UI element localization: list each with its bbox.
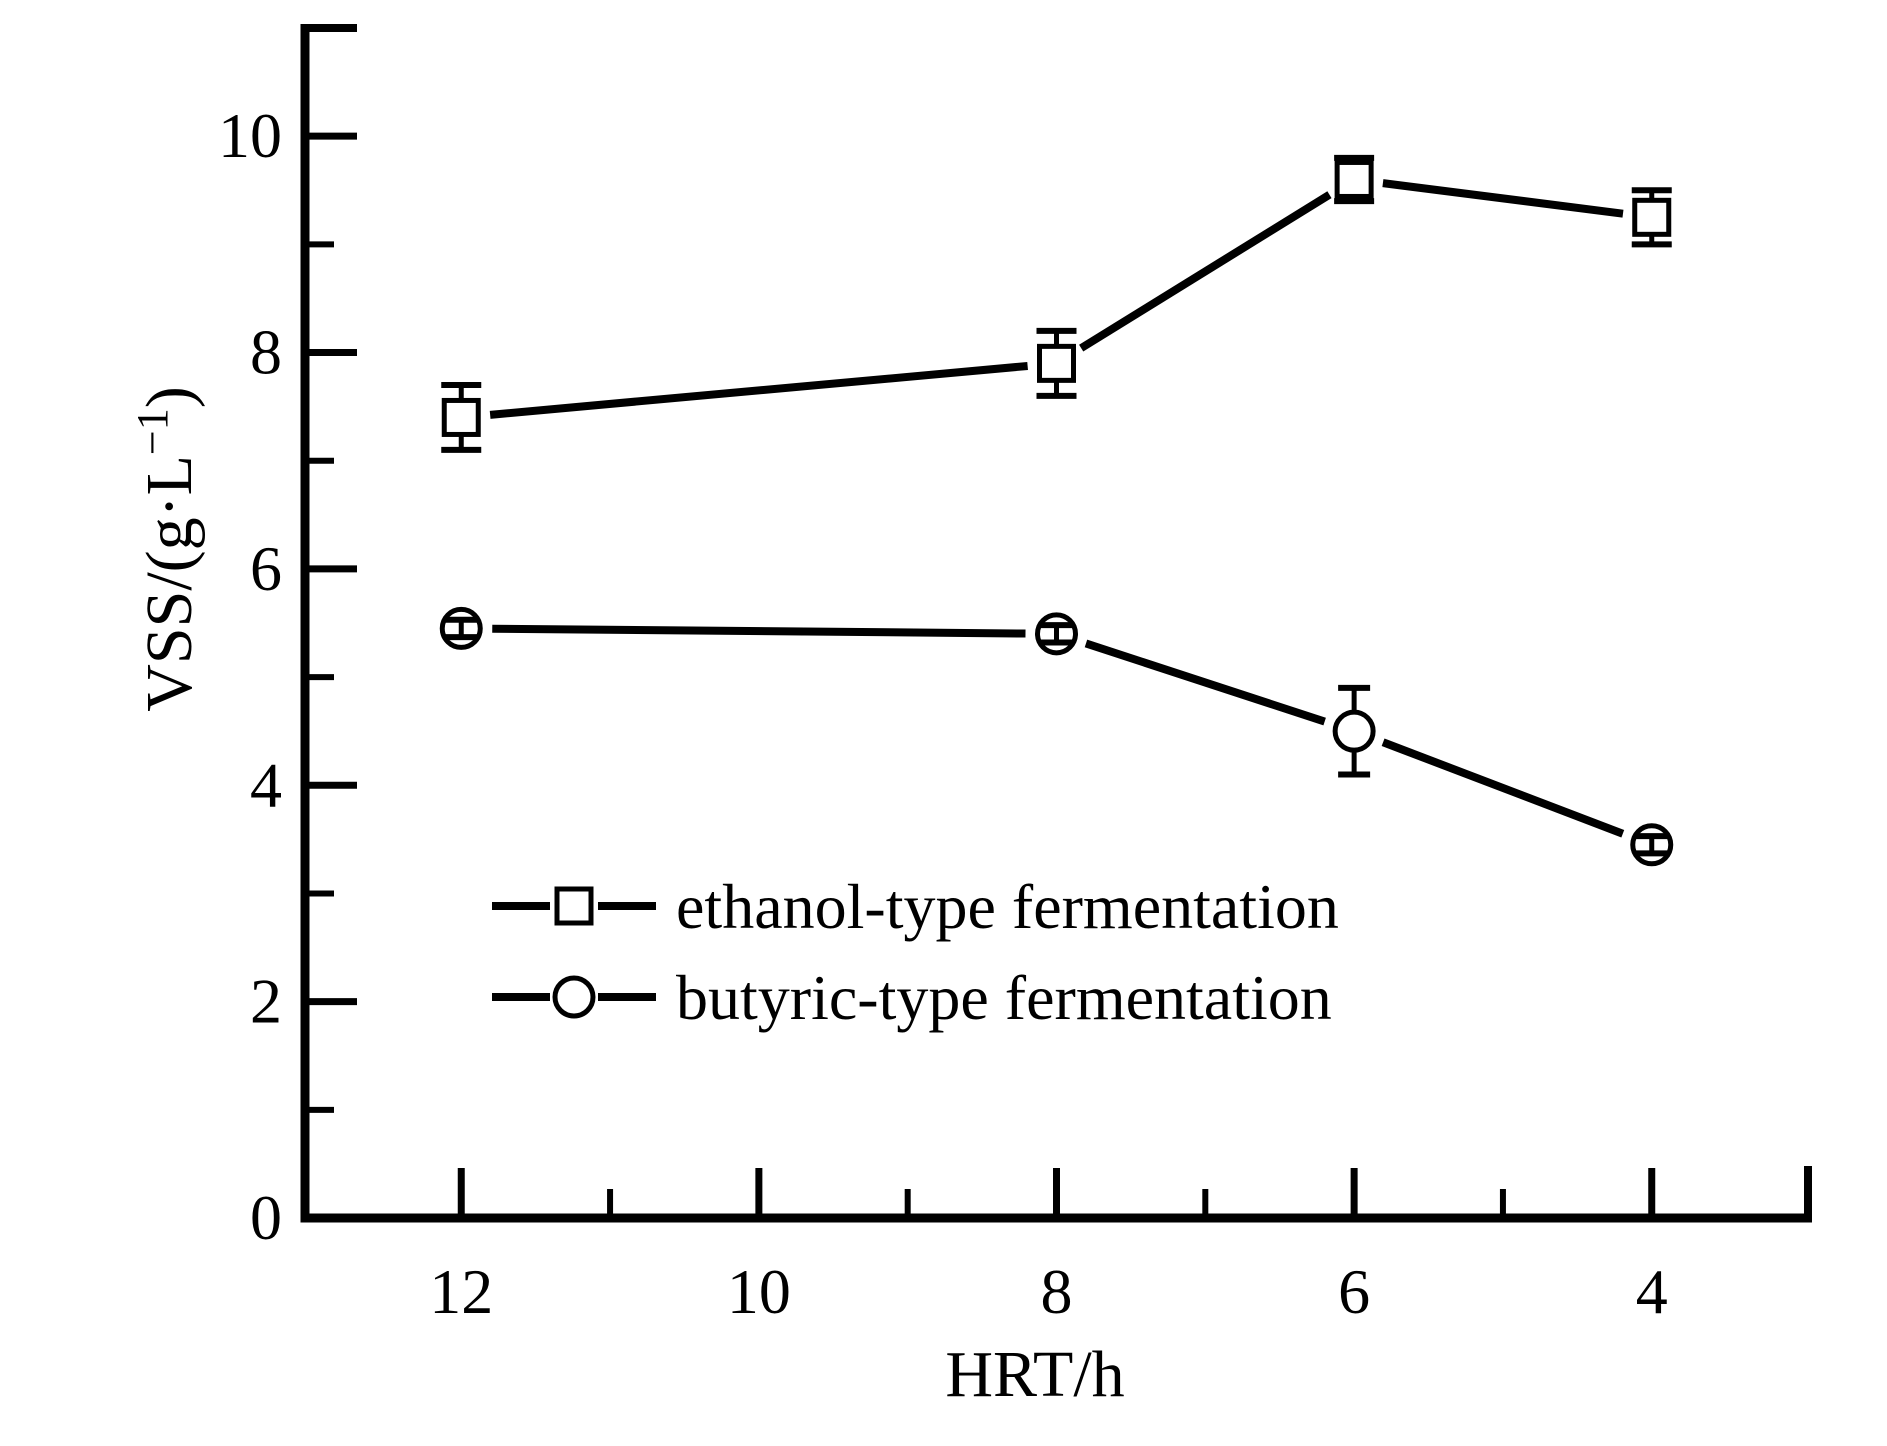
y-axis-title-close: ) xyxy=(133,386,206,408)
series-line xyxy=(1079,191,1332,352)
series-line xyxy=(1084,639,1326,726)
series-line xyxy=(1382,179,1624,218)
legend-marker-circle xyxy=(552,975,596,1019)
series-line xyxy=(1381,738,1625,838)
x-axis-title: HRT/h xyxy=(945,1338,1124,1411)
x-tick-label: 10 xyxy=(727,1256,791,1327)
data-point-square xyxy=(1334,159,1374,199)
y-tick-label: 8 xyxy=(250,317,282,388)
y-tick-label: 0 xyxy=(250,1182,282,1253)
x-tick-label: 4 xyxy=(1636,1256,1668,1327)
y-axis-title-main: VSS/(g·L xyxy=(133,455,206,712)
legend-label: ethanol-type fermentation xyxy=(676,871,1339,942)
data-point-square xyxy=(441,397,481,437)
series-line xyxy=(489,362,1028,419)
y-tick-label: 2 xyxy=(250,966,282,1037)
data-point-square xyxy=(1037,343,1076,383)
legend-label: butyric-type fermentation xyxy=(676,962,1332,1033)
plot-area: 12 10 8 6 4 0 2 4 6 8 10 ethanol-type fermentation b… xyxy=(218,24,1812,1327)
y-axis-title-superscript: −1 xyxy=(128,408,177,455)
series-line xyxy=(492,624,1026,638)
y-tick-label: 4 xyxy=(250,749,282,820)
y-tick-label: 10 xyxy=(218,100,282,171)
x-tick-label: 8 xyxy=(1041,1256,1073,1327)
data-point-square xyxy=(1632,197,1672,237)
legend-marker-square xyxy=(554,886,594,926)
y-axis-title: VSS/(g·L−1) xyxy=(128,386,206,712)
y-tick-label: 6 xyxy=(250,533,282,604)
x-tick-label: 12 xyxy=(429,1256,493,1327)
x-tick-label: 6 xyxy=(1338,1256,1370,1327)
data-point-circle xyxy=(1332,709,1376,753)
